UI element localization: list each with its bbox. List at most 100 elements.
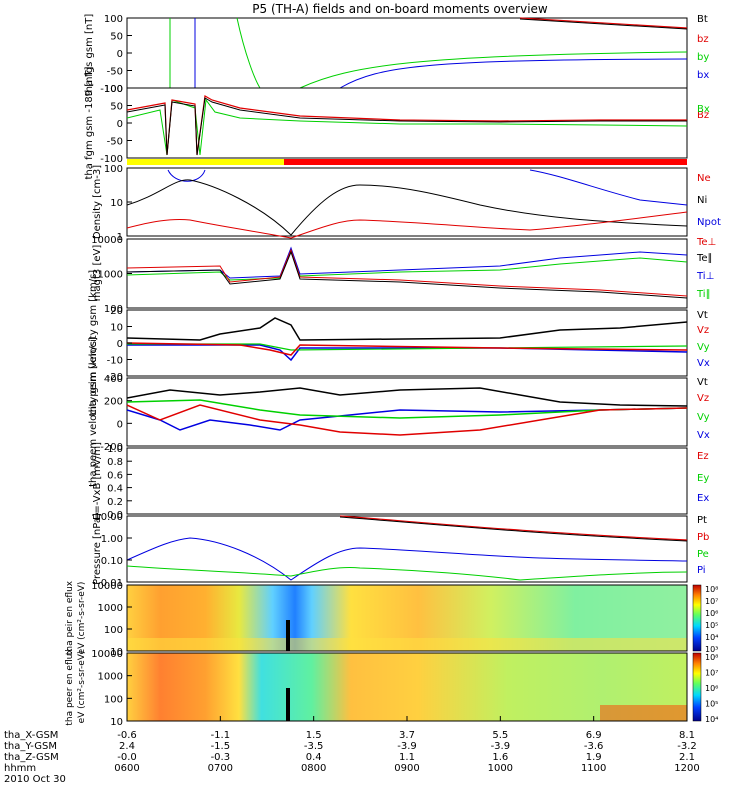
series-bx-line xyxy=(126,98,688,156)
legend-pe: Pe xyxy=(697,549,709,560)
colorbar-tick-label: 10⁸ xyxy=(705,653,718,662)
legend-bz: Bz xyxy=(697,110,709,121)
y-tick-label: 0.0 xyxy=(107,510,123,521)
tick-hhmm: 0600 xyxy=(114,763,139,774)
panel-ylabel: E=-VxB [mV/m] xyxy=(92,442,103,520)
series-vz-line xyxy=(126,342,688,356)
panel-peir-spectrogram: tha peir en eflux eV (cm²-s-sr-eV) xyxy=(65,580,702,655)
tick-hhmm: 1200 xyxy=(674,763,699,774)
legend-vz: Vz xyxy=(697,325,709,336)
legend-bx: bx xyxy=(697,70,709,81)
legend-bz: bz xyxy=(697,34,709,45)
tick-y-gsm: -3.9 xyxy=(397,741,417,752)
y-tick-label: -100 xyxy=(100,84,123,95)
panel-peer-spectrogram: tha peer en eflux eV (cm²-s-sr-eV) xyxy=(65,648,702,726)
legend-vx: Vx xyxy=(697,358,710,369)
legend-npot: Npot xyxy=(697,217,721,228)
panel-ylabel: tha peer en eflux xyxy=(65,648,75,726)
panel-ylabel: tha peir en eflux xyxy=(65,580,75,655)
series-teperp-line xyxy=(126,248,688,297)
tick-y-gsm: -1.5 xyxy=(211,741,231,752)
panel-ylabel: eV (cm²-s-sr-eV) xyxy=(77,582,87,655)
figure-title: P5 (TH-A) fields and on-board moments ov… xyxy=(252,2,548,16)
panel-ylabel: eV (cm²-s-sr-eV) xyxy=(77,651,87,724)
y-tick-label: 10000 xyxy=(91,235,123,246)
heatmap-band xyxy=(600,705,687,721)
tick-x-gsm: -1.1 xyxy=(211,730,231,741)
series-ne-line xyxy=(126,211,688,239)
series-npot-line xyxy=(167,169,688,206)
series-tepar-line xyxy=(126,250,688,299)
y-tick-label: 1000 xyxy=(98,270,123,281)
legend-pt: Pt xyxy=(697,515,707,526)
legend-pi: Pi xyxy=(697,565,706,576)
panel-temperature: magt3 [eV] xyxy=(92,238,688,309)
panel-frame xyxy=(126,87,688,159)
panel-frame xyxy=(126,167,688,237)
panel-ylabel: tha fgs gsm [nT] xyxy=(84,14,95,97)
y-tick-label: 1000 xyxy=(98,603,123,614)
y-tick-label: 10 xyxy=(110,717,123,728)
y-tick-label: 10 xyxy=(110,198,123,209)
colorbar-tick-label: 10⁶ xyxy=(705,609,718,618)
panel-ylabel: magt3 [eV] xyxy=(92,245,103,302)
series-vy-line xyxy=(126,399,688,419)
tick-z-gsm: 1.9 xyxy=(586,752,602,763)
colorbar xyxy=(692,652,702,722)
legend-by: by xyxy=(697,52,709,63)
series-bx-line xyxy=(194,18,688,89)
y-tick-label: 50 xyxy=(110,102,123,113)
legend-vt: Vt xyxy=(697,377,708,388)
y-tick-label: 100 xyxy=(104,304,123,315)
panel-peim-velocity: tha peim velocity gsm [km/s] xyxy=(88,270,688,416)
y-tick-label: 0.8 xyxy=(107,457,123,468)
series-by-line xyxy=(169,17,688,89)
panel-density: Density [cm-3] xyxy=(92,165,688,239)
series-pi-line xyxy=(126,537,688,581)
time-axis-row-label: tha_X-GSM xyxy=(4,730,58,741)
tick-y-gsm: -3.6 xyxy=(584,741,604,752)
y-tick-label: 0.6 xyxy=(107,470,123,481)
y-tick-label: 100 xyxy=(104,14,123,25)
tick-y-gsm: -3.2 xyxy=(677,741,697,752)
y-tick-label: -50 xyxy=(107,137,123,148)
tick-x-gsm: -0.6 xyxy=(117,730,137,741)
tick-z-gsm: -0.3 xyxy=(211,752,231,763)
tick-x-gsm: 6.9 xyxy=(586,730,602,741)
colorbar-tick-label: 10⁴ xyxy=(705,633,718,642)
y-tick-label: 10.00 xyxy=(94,512,123,523)
panel-frame xyxy=(126,447,688,515)
tick-y-gsm: -3.5 xyxy=(304,741,324,752)
legend-ti⊥: Ti⊥ xyxy=(696,271,714,282)
y-tick-label: 0.10 xyxy=(101,556,123,567)
tick-hhmm: 0900 xyxy=(394,763,419,774)
legend-bx: Bx xyxy=(697,104,710,115)
series-pt-line xyxy=(339,516,688,542)
series-pe-line xyxy=(126,565,688,581)
tick-y-gsm: 2.4 xyxy=(119,741,135,752)
series-vt-line xyxy=(126,317,688,341)
colorbar-tick-label: 10⁵ xyxy=(705,700,718,709)
legend-ex: Ex xyxy=(697,493,709,504)
y-tick-label: 10 xyxy=(110,647,123,658)
legend-vy: Vy xyxy=(697,412,710,423)
series-ni-line xyxy=(126,179,688,236)
y-tick-label: -20 xyxy=(107,372,123,383)
legend-vt: Vt xyxy=(697,310,708,321)
tick-x-gsm: 8.1 xyxy=(679,730,695,741)
y-tick-label: 0 xyxy=(117,419,123,430)
colorbar-tick-label: 10³ xyxy=(705,645,718,654)
mode-bar-fast xyxy=(284,159,687,165)
tick-z-gsm: 1.1 xyxy=(399,752,415,763)
colorbar xyxy=(692,584,702,652)
legend-ey: Ey xyxy=(697,473,709,484)
mode-bar-slow xyxy=(127,159,284,165)
tick-x-gsm: 3.7 xyxy=(399,730,415,741)
y-tick-label: 0 xyxy=(117,119,123,130)
tick-hhmm: 0700 xyxy=(208,763,233,774)
y-tick-label: -10 xyxy=(107,356,123,367)
heatmap-band xyxy=(127,638,687,651)
tick-hhmm: 1100 xyxy=(581,763,606,774)
panel-frame xyxy=(126,515,688,583)
y-tick-label: -50 xyxy=(107,67,123,78)
